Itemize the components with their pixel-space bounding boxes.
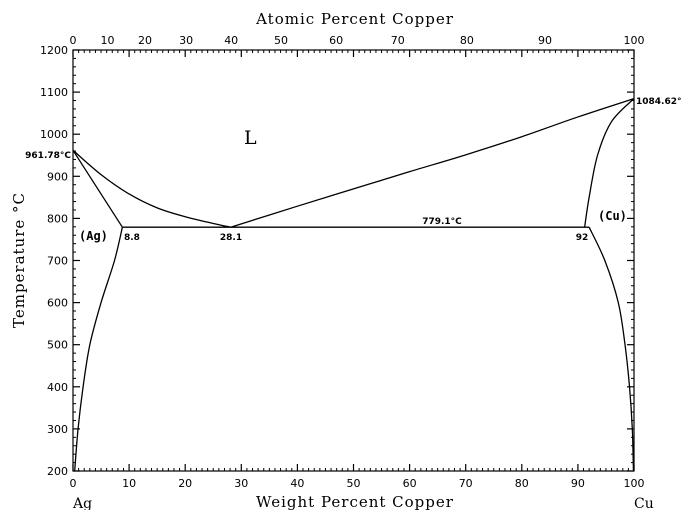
y-axis-title: Temperature °C	[10, 192, 28, 328]
top-tick-label: 70	[391, 34, 405, 47]
top-tick-labels: 0 10 20 30 40 50 60 70 80 90 100	[70, 34, 645, 47]
phase-label-cu: (Cu)	[598, 209, 627, 223]
phase-boundary-line	[72, 149, 231, 228]
x-tick-label: 20	[178, 477, 192, 490]
top-tick-label: 50	[274, 34, 288, 47]
phase-boundary-line	[230, 97, 635, 228]
top-tick-label: 90	[538, 34, 552, 47]
x-tick-label: 80	[515, 477, 529, 490]
y-tick-label: 200	[47, 465, 68, 478]
x-axis-title: Weight Percent Copper	[256, 493, 454, 510]
annotation-ag-melting: 961.78°C	[25, 151, 71, 161]
end-label-cu: Cu	[634, 496, 654, 510]
annotation-cu-solubility: 92	[576, 233, 589, 243]
top-tick-label: 0	[70, 34, 77, 47]
y-tick-labels: 200 300 400 500 600 700 800 900 1000 1100 1200	[40, 44, 68, 478]
x-tick-label: 90	[571, 477, 585, 490]
top-tick-label: 100	[624, 34, 645, 47]
x-tick-label: 60	[403, 477, 417, 490]
y-tick-label: 1200	[40, 44, 68, 57]
top-tick-label: 20	[138, 34, 152, 47]
y-tick-label: 600	[47, 297, 68, 310]
x-tick-label: 30	[234, 477, 248, 490]
x-tick-label: 100	[624, 477, 645, 490]
annotation-eutectic-comp: 28.1	[220, 233, 242, 243]
y-tick-label: 800	[47, 212, 68, 225]
minor-ticks	[73, 50, 634, 471]
phase-boundary-line	[588, 226, 635, 472]
y-tick-label: 300	[47, 423, 68, 436]
top-tick-label: 40	[224, 34, 238, 47]
x-tick-label: 50	[347, 477, 361, 490]
y-tick-label: 1100	[40, 86, 68, 99]
phase-boundary-line	[74, 227, 124, 472]
major-ticks	[72, 49, 635, 472]
x-tick-label: 70	[459, 477, 473, 490]
series-lines	[72, 97, 635, 472]
y-tick-label: 1000	[40, 128, 68, 141]
annotation-cu-melting: 1084.62°	[636, 97, 681, 107]
plot-frame	[72, 49, 635, 472]
y-tick-label: 700	[47, 255, 68, 268]
end-label-ag: Ag	[72, 496, 92, 510]
top-axis-title: Atomic Percent Copper	[255, 10, 454, 28]
x-tick-label: 0	[70, 477, 77, 490]
y-tick-label: 900	[47, 170, 68, 183]
phase-boundary-line	[583, 98, 635, 228]
x-tick-label: 40	[290, 477, 304, 490]
top-tick-label: 80	[460, 34, 474, 47]
phase-boundary-line	[72, 149, 123, 228]
y-tick-label: 400	[47, 381, 68, 394]
x-tick-label: 10	[122, 477, 136, 490]
top-tick-label: 60	[329, 34, 343, 47]
annotation-ag-solubility: 8.8	[124, 233, 140, 243]
y-tick-label: 500	[47, 339, 68, 352]
phase-label-liquid: L	[244, 127, 257, 149]
top-tick-label: 10	[100, 34, 114, 47]
top-tick-label: 30	[179, 34, 193, 47]
x-tick-labels: 0 10 20 30 40 50 60 70 80 90 100	[70, 477, 645, 490]
annotation-eutectic-temp: 779.1°C	[422, 217, 462, 227]
phase-label-ag: (Ag)	[79, 229, 108, 243]
